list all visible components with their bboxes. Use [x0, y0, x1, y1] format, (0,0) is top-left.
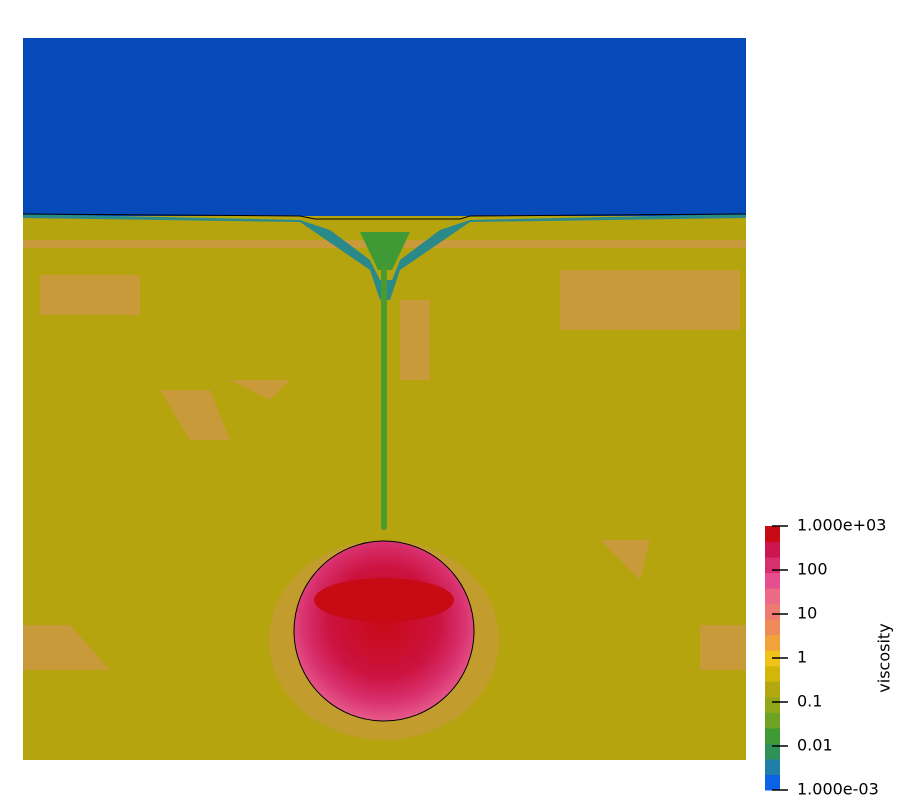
- field: [22, 38, 747, 760]
- sphere-core: [314, 578, 454, 622]
- plume: [381, 265, 387, 530]
- color-band: [765, 572, 780, 589]
- patch: [40, 275, 140, 315]
- neck-core: [360, 232, 410, 270]
- patch: [23, 625, 110, 670]
- color-band: [765, 681, 780, 698]
- patch: [560, 270, 740, 330]
- patch: [400, 300, 430, 380]
- color-band: [765, 634, 780, 651]
- tick-label: 0.01: [797, 736, 833, 755]
- tick-label: 100: [797, 560, 828, 579]
- color-band: [765, 774, 780, 791]
- color-band: [765, 743, 780, 760]
- sphere: [293, 540, 475, 722]
- color-band: [765, 526, 780, 543]
- color-band: [765, 758, 780, 775]
- colorbar-title: viscosity: [875, 623, 894, 692]
- colorbar: viscosity 1.000e-03 0.01 0.1 1 10 100 1.000e+0…: [765, 516, 894, 799]
- color-band: [765, 712, 780, 729]
- interface: [22, 213, 747, 220]
- patch: [160, 390, 230, 440]
- patch: [700, 625, 746, 670]
- upper-layer: [23, 38, 746, 216]
- tick-label: 0.1: [797, 692, 822, 711]
- color-band: [765, 727, 780, 744]
- tick-label: 1.000e+03: [797, 516, 886, 535]
- patch: [600, 540, 650, 580]
- tick-label: 10: [797, 604, 817, 623]
- patch: [230, 380, 290, 400]
- color-band: [765, 696, 780, 713]
- tick-label: 1: [797, 648, 807, 667]
- color-band: [765, 665, 780, 682]
- color-band: [765, 557, 780, 574]
- tick-label: 1.000e-03: [797, 780, 879, 799]
- color-band: [765, 541, 780, 558]
- color-band: [765, 588, 780, 605]
- color-band: [765, 603, 780, 620]
- color-band: [765, 619, 780, 636]
